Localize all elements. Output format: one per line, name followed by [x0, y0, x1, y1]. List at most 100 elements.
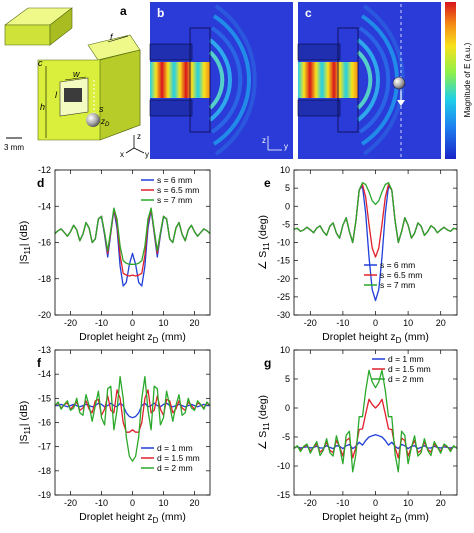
y-axis-label-sub: 11: [23, 246, 32, 255]
y-tick-label: -5: [282, 432, 290, 442]
y-tick-label: 0: [285, 403, 290, 413]
plot-frame: [54, 169, 211, 316]
series-line-0: [55, 402, 210, 419]
y-tick-label: 10: [280, 345, 290, 355]
panel-letter-f: f: [37, 356, 42, 370]
panel-g-chart: g -20 -10 0 10 20 -15 -10 -5 0 5 10 d = 1 mmd = 1.5 …: [257, 345, 458, 525]
y-tick-label: -10: [277, 461, 290, 471]
field-c-wall-top: [297, 43, 341, 61]
x-axis-label-sub: D: [396, 336, 402, 345]
x-axis-label-sub: D: [153, 516, 159, 525]
label-h: h: [40, 102, 45, 112]
panel-d-chart: d -20 -10 0 10 20 -20 -18 -16 -14 -12 s = 6 mms = 6…: [18, 165, 211, 345]
y-tick-label: -18: [38, 466, 51, 476]
field-c-wall-bottom: [297, 99, 341, 117]
y-axis-label-unit: | (dB): [18, 221, 30, 246]
x-tick-label: -10: [95, 318, 108, 328]
series-line-1: [293, 183, 458, 258]
y-tick-label: -5: [282, 219, 290, 229]
x-tick-label: 0: [373, 318, 378, 328]
colorbar-gradient: [445, 2, 456, 159]
y-tick-label: -30: [277, 310, 290, 320]
x-axis-label-unit: (mm): [401, 511, 428, 523]
x-tick-label: 20: [436, 498, 446, 508]
x-axis-label: Droplet height zD (mm): [322, 331, 429, 345]
colorbar: Magnitude of E (a.u.): [445, 2, 472, 159]
x-axis-label: Droplet height zD (mm): [322, 511, 429, 525]
x-tick-label: 10: [403, 318, 413, 328]
y-axis-label-unit: (deg): [257, 215, 269, 242]
label-w: w: [73, 69, 80, 79]
series-line-0: [293, 434, 458, 450]
y-tick-label: -16: [38, 418, 51, 428]
y-tick-label: -16: [38, 238, 51, 248]
y-axis-label-sub: 11: [262, 422, 271, 431]
y-tick-label: 0: [285, 201, 290, 211]
plot-frame: [293, 349, 458, 496]
label-c: c: [38, 58, 43, 68]
label-s: s: [99, 104, 104, 114]
legend-label-1: s = 6.5 mm: [157, 185, 199, 195]
legend-label-2: s = 7 mm: [157, 195, 192, 205]
plot-frame: [54, 349, 211, 496]
droplet-arrow-head: [397, 100, 405, 106]
legend-label-0: s = 6 mm: [380, 260, 415, 270]
field-b-wall-bottom: [149, 99, 193, 117]
x-axis-label: Droplet height zD (mm): [79, 511, 186, 525]
dimension-w: [64, 76, 87, 81]
field-axis-y-label: y: [284, 142, 288, 151]
panel-letter-b: b: [157, 6, 164, 20]
y-tick-label: 5: [285, 374, 290, 384]
model-slot: [64, 88, 82, 102]
model-front-face: [4, 24, 51, 46]
y-tick-label: -25: [277, 292, 290, 302]
y-tick-label: 10: [280, 165, 290, 175]
y-tick-label: -10: [277, 238, 290, 248]
panel-letter-d: d: [37, 176, 44, 190]
y-tick-label: -15: [38, 393, 51, 403]
x-axis-label-unit: (mm): [158, 331, 185, 343]
y-tick-label: -13: [38, 345, 51, 355]
panel-letter-a: a: [120, 4, 127, 18]
x-tick-label: -20: [64, 498, 77, 508]
series-line-2: [54, 207, 211, 265]
colorbar-label: Magnitude of E (a.u.): [463, 42, 472, 117]
y-axis-label-unit: (deg): [257, 395, 269, 422]
field-c-beam: [298, 62, 358, 98]
y-tick-label: -18: [38, 274, 51, 284]
y-tick-label: -14: [38, 201, 51, 211]
x-axis-label-main: Droplet height z: [79, 511, 153, 523]
field-c-flange: [337, 27, 359, 133]
x-tick-label: -20: [304, 318, 317, 328]
y-tick-label: -12: [38, 165, 51, 175]
y-axis-label: ∠ S11 (deg): [257, 215, 271, 270]
x-tick-label: 10: [403, 498, 413, 508]
legend-label-1: d = 1.5 mm: [157, 453, 200, 463]
y-tick-label: 5: [285, 183, 290, 193]
axis-y-arrow: [133, 147, 145, 154]
legend-label-2: d = 2 mm: [157, 463, 193, 473]
legend-label-2: d = 2 mm: [388, 374, 424, 384]
series-line-2: [293, 369, 458, 473]
y-axis-label-sub: 11: [262, 242, 271, 251]
y-tick-label: -17: [38, 442, 51, 452]
y-axis-label-main: ∠ S: [257, 251, 269, 270]
x-axis-label-main: Droplet height z: [322, 511, 396, 523]
x-axis-label-unit: (mm): [158, 511, 185, 523]
y-axis-label-main: |S: [18, 435, 30, 445]
x-tick-label: 10: [158, 498, 168, 508]
field-b-wall-top: [149, 43, 193, 61]
y-axis-label: ∠ S11 (deg): [257, 395, 271, 450]
model-body-side: [99, 49, 141, 141]
x-tick-label: -10: [336, 498, 349, 508]
field-b-wavefronts: [208, 4, 257, 156]
legend-label-1: d = 1.5 mm: [388, 364, 431, 374]
series-line-1: [293, 398, 458, 459]
x-axis-label-unit: (mm): [401, 331, 428, 343]
x-axis-label-main: Droplet height z: [322, 331, 396, 343]
axis-y-label: y: [145, 150, 149, 159]
legend-label-0: s = 6 mm: [157, 175, 192, 185]
panel-f-chart: f -20 -10 0 10 20 -19 -18 -17 -16 -15 -14 -13 d = 1 m…: [18, 345, 211, 525]
y-tick-label: -19: [38, 490, 51, 500]
